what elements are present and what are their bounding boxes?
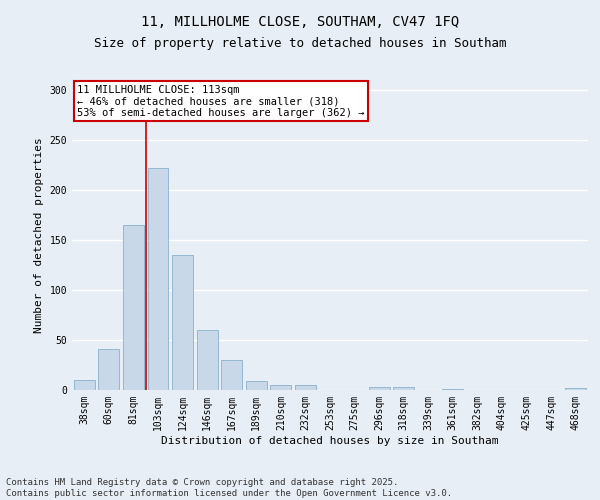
Bar bbox=[393, 387, 414, 390]
Text: 11, MILLHOLME CLOSE, SOUTHAM, CV47 1FQ: 11, MILLHOLME CLOSE, SOUTHAM, CV47 1FQ bbox=[141, 15, 459, 29]
Bar bbox=[98, 349, 119, 390]
Bar bbox=[368, 387, 389, 390]
Y-axis label: Number of detached properties: Number of detached properties bbox=[34, 137, 44, 333]
Bar bbox=[565, 388, 586, 390]
Bar bbox=[271, 385, 292, 390]
X-axis label: Distribution of detached houses by size in Southam: Distribution of detached houses by size … bbox=[161, 436, 499, 446]
Bar bbox=[221, 360, 242, 390]
Bar bbox=[442, 389, 463, 390]
Text: Size of property relative to detached houses in Southam: Size of property relative to detached ho… bbox=[94, 38, 506, 51]
Bar bbox=[123, 225, 144, 390]
Bar bbox=[148, 168, 169, 390]
Bar bbox=[74, 380, 95, 390]
Bar bbox=[246, 381, 267, 390]
Text: 11 MILLHOLME CLOSE: 113sqm
← 46% of detached houses are smaller (318)
53% of sem: 11 MILLHOLME CLOSE: 113sqm ← 46% of deta… bbox=[77, 84, 365, 118]
Bar bbox=[197, 330, 218, 390]
Bar bbox=[172, 255, 193, 390]
Text: Contains HM Land Registry data © Crown copyright and database right 2025.
Contai: Contains HM Land Registry data © Crown c… bbox=[6, 478, 452, 498]
Bar bbox=[295, 385, 316, 390]
